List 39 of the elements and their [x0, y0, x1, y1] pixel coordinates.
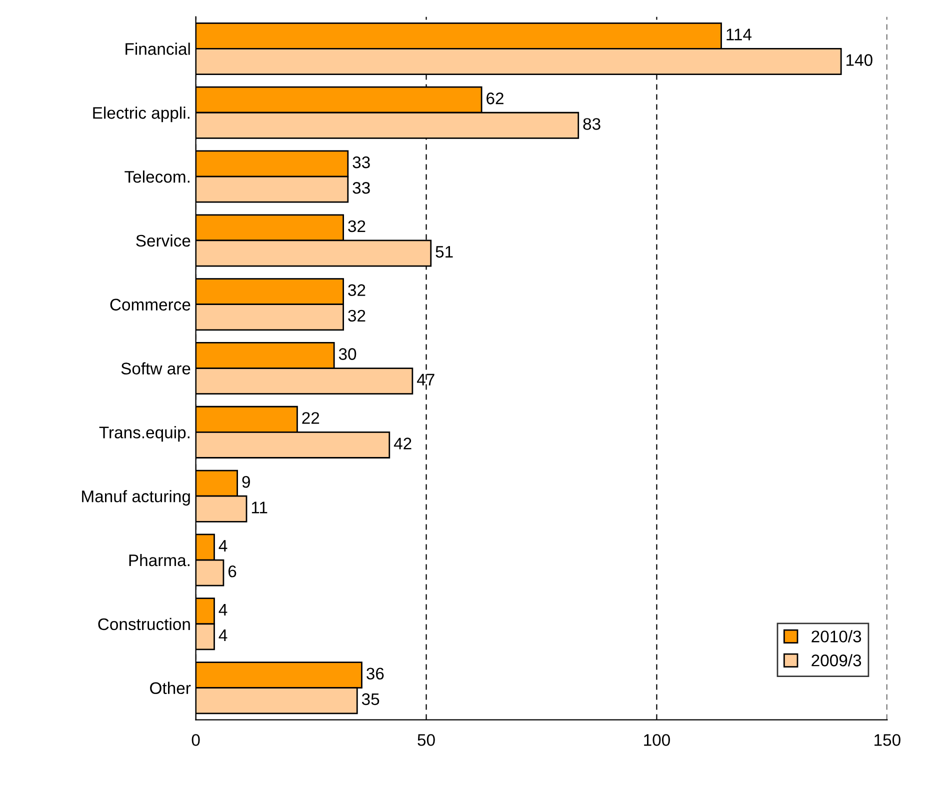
y-tick-label: Electric appli.	[93, 106, 190, 122]
data-label: 62	[486, 92, 504, 104]
data-label: 33	[352, 156, 370, 168]
y-tick-label: Pharma.	[129, 554, 190, 566]
data-label: 9	[242, 476, 250, 488]
legend-label: 2010/3	[812, 630, 862, 642]
y-tick-label: Commerce	[110, 298, 190, 311]
data-label: 11	[252, 502, 268, 514]
data-label: 33	[352, 182, 370, 194]
data-label: 35	[362, 693, 380, 706]
y-tick-label: Other	[150, 682, 191, 694]
data-label: 42	[394, 438, 412, 450]
data-label: 4	[218, 604, 228, 616]
y-tick-label: Construction	[98, 618, 190, 630]
data-label: 4	[218, 540, 228, 552]
data-label: 32	[348, 310, 366, 322]
data-label: 47	[416, 374, 434, 386]
x-tick-label: 0	[192, 734, 200, 746]
x-tick-label: 100	[644, 734, 670, 746]
y-tick-label: Softw are	[121, 362, 190, 374]
y-tick-label: Financial	[126, 42, 190, 55]
data-label: 36	[366, 668, 384, 680]
x-tick-label: 150	[874, 734, 900, 746]
x-tick-label: 50	[418, 734, 435, 746]
y-tick-label: Manuf acturing	[82, 490, 190, 506]
y-tick-label: Telecom.	[124, 170, 190, 183]
y-tick-label: Service	[136, 234, 190, 247]
data-label: 51	[436, 246, 453, 258]
data-label: 32	[348, 284, 366, 296]
data-label: 6	[228, 565, 236, 578]
data-label: 4	[218, 630, 228, 642]
data-label: 114	[726, 28, 752, 40]
legend-label: 2009/3	[812, 654, 862, 666]
y-tick-label: Trans.equip.	[99, 426, 190, 442]
data-label: 32	[348, 220, 366, 232]
data-label: 83	[583, 118, 600, 130]
data-label: 140	[846, 54, 872, 66]
data-label: 22	[302, 412, 320, 424]
data-label: 30	[338, 348, 356, 360]
